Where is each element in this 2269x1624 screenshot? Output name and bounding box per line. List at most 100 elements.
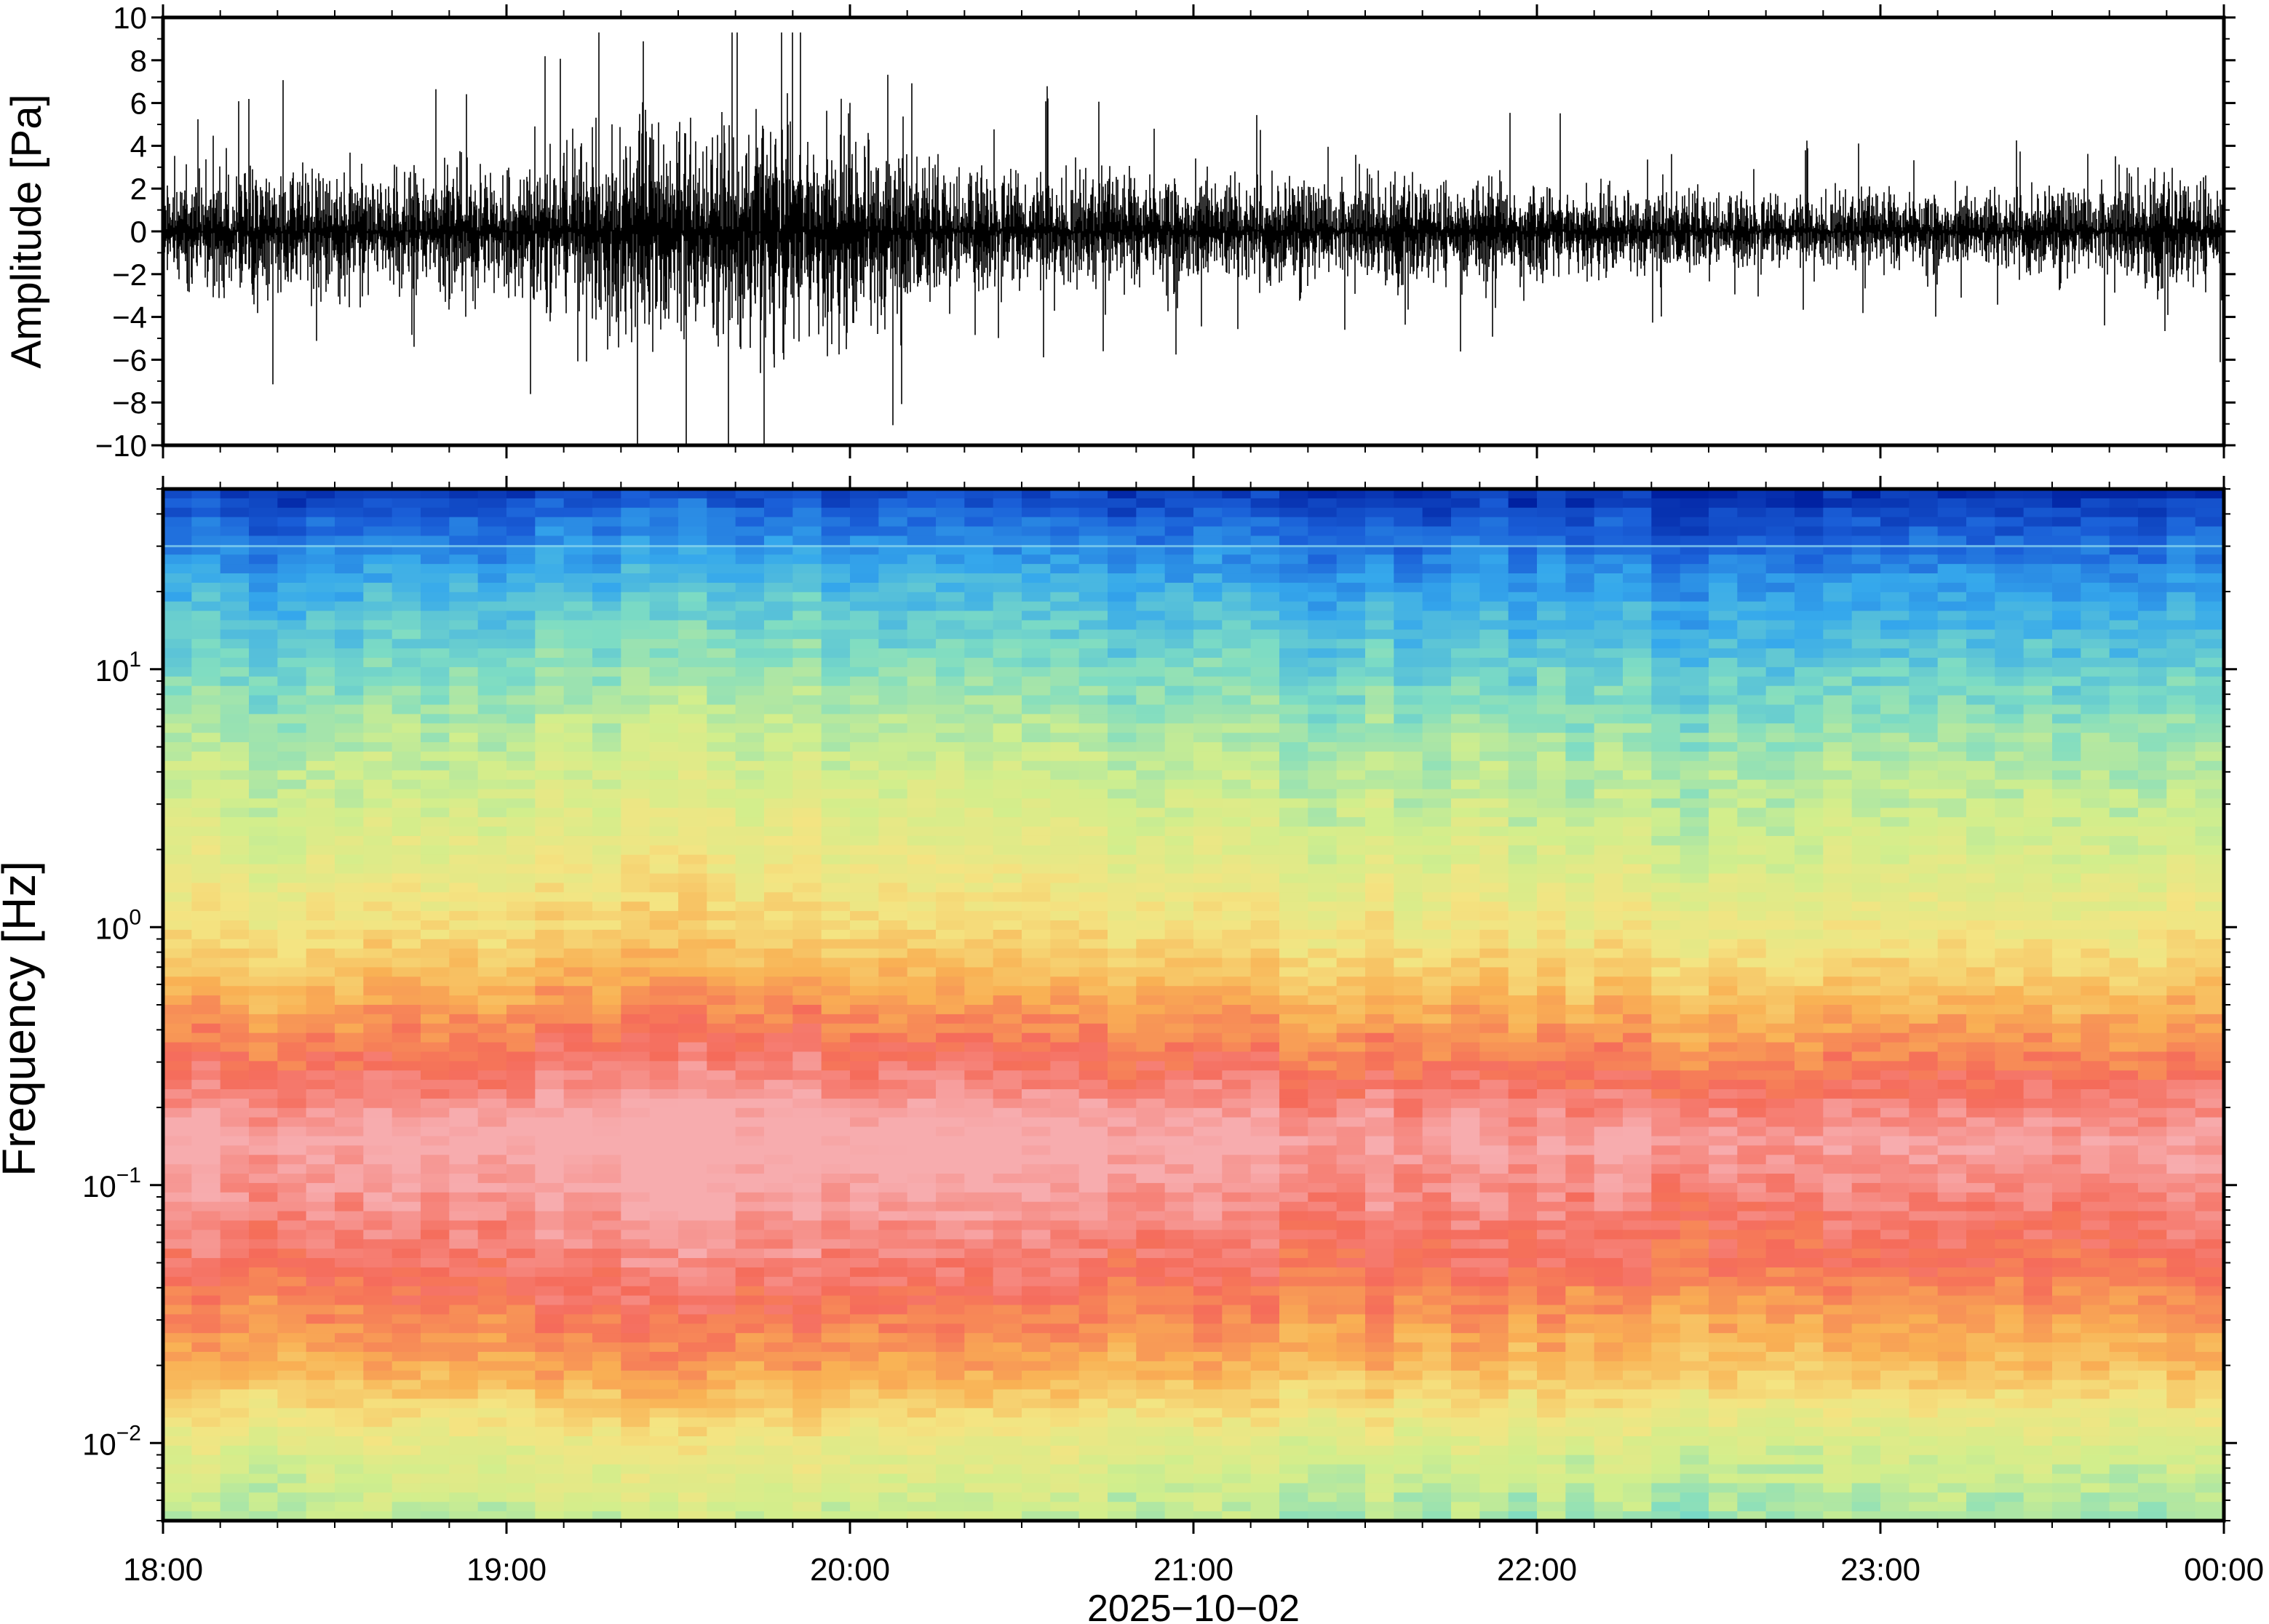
spectrogram-cell xyxy=(1308,1324,1338,1334)
spectrogram-cell xyxy=(277,873,307,884)
spectrogram-cell xyxy=(191,648,221,658)
spectrogram-cell xyxy=(1022,1239,1051,1249)
spectrogram-cell xyxy=(535,1070,565,1080)
spectrogram-cell xyxy=(792,723,822,733)
spectrogram-cell xyxy=(563,592,593,602)
spectrogram-cell xyxy=(1365,658,1394,668)
spectrogram-cell xyxy=(964,1445,994,1456)
spectrogram-cell xyxy=(1308,845,1338,856)
spectrogram-cell xyxy=(1136,695,1166,706)
spectrogram-cell xyxy=(649,1220,679,1230)
spectrogram-cell xyxy=(1136,1070,1166,1080)
spectrogram-cell xyxy=(792,1380,822,1390)
spectrogram-cell xyxy=(1022,1295,1051,1306)
spectrogram-cell xyxy=(1250,760,1280,771)
spectrogram-cell xyxy=(1222,620,1252,630)
spectrogram-cell xyxy=(249,1436,278,1446)
spectrogram-cell xyxy=(735,1370,765,1381)
spectrogram-cell xyxy=(392,1370,421,1381)
spectrogram-cell xyxy=(535,676,565,687)
spectrogram-cell xyxy=(936,901,965,912)
spectrogram-cell xyxy=(1136,1295,1166,1306)
spectrogram-cell xyxy=(1050,854,1080,865)
spectrogram-cell xyxy=(1365,536,1394,546)
spectrogram-cell xyxy=(421,554,450,565)
spectrogram-cell xyxy=(1193,554,1223,565)
spectrogram-cell xyxy=(421,1483,450,1493)
spectrogram-cell xyxy=(850,760,879,771)
spectrogram-cell xyxy=(1136,526,1166,537)
spectrogram-cell xyxy=(764,610,793,621)
spectrogram-cell xyxy=(1136,1089,1166,1099)
spectrogram-cell xyxy=(735,582,765,593)
spectrogram-cell xyxy=(1336,892,1366,902)
spectrogram-cell xyxy=(477,1005,507,1015)
spectrogram-cell xyxy=(964,1361,994,1372)
spectrogram-cell xyxy=(1394,1454,1423,1465)
spectrogram-cell xyxy=(1336,1126,1366,1137)
spectrogram-cell xyxy=(392,948,421,959)
spectrogram-cell xyxy=(1136,489,1166,499)
spectrogram-cell xyxy=(993,1164,1022,1174)
spectrogram-cell xyxy=(277,1473,307,1484)
spectrogram-cell xyxy=(477,1174,507,1184)
spectrogram-cell xyxy=(821,507,851,518)
spectrogram-cell xyxy=(1078,1483,1108,1493)
spectrogram-cell xyxy=(163,1380,192,1390)
spectrogram-cell xyxy=(707,1351,736,1362)
spectrogram-cell xyxy=(1078,1182,1108,1193)
spectrogram-cell xyxy=(907,873,937,884)
spectrogram-cell xyxy=(878,939,908,950)
spectrogram-cell xyxy=(563,564,593,574)
spectrogram-cell xyxy=(277,733,307,743)
spectrogram-cell xyxy=(1394,798,1423,808)
spectrogram-cell xyxy=(335,1098,364,1109)
spectrogram-cell xyxy=(477,798,507,808)
spectrogram-cell xyxy=(735,733,765,743)
spectrogram-cell xyxy=(1050,892,1080,902)
spectrogram-cell xyxy=(1078,808,1108,818)
spectrogram-cell xyxy=(821,1070,851,1080)
spectrogram-cell xyxy=(363,864,393,875)
spectrogram-cell xyxy=(1193,1342,1223,1353)
spectrogram-cell xyxy=(964,666,994,677)
spectrogram-cell xyxy=(850,1005,879,1015)
spectrogram-cell xyxy=(964,639,994,649)
spectrogram-cell xyxy=(764,1201,793,1212)
spectrogram-cell xyxy=(964,1454,994,1465)
spectrogram-cell xyxy=(792,808,822,818)
spectrogram-cell xyxy=(163,658,192,668)
spectrogram-cell xyxy=(1250,1005,1280,1015)
spectrogram-cell xyxy=(649,723,679,733)
spectrogram-cell xyxy=(477,1023,507,1034)
spectrogram-cell xyxy=(1422,967,1452,977)
spectrogram-cell xyxy=(1022,1258,1051,1268)
spectrogram-cell xyxy=(1164,648,1194,658)
spectrogram-cell xyxy=(936,1351,965,1362)
spectrogram-cell xyxy=(1022,1136,1051,1146)
spectrogram-cell xyxy=(1078,1454,1108,1465)
spectrogram-cell xyxy=(421,1051,450,1062)
spectrogram-cell xyxy=(563,1220,593,1230)
spectrogram-cell xyxy=(306,920,335,931)
spectrogram-cell xyxy=(563,1445,593,1456)
spectrogram-cell xyxy=(936,704,965,715)
spectrogram-cell xyxy=(1022,573,1051,584)
spectrogram-cell xyxy=(993,1080,1022,1090)
spectrogram-cell xyxy=(621,1155,651,1165)
spectrogram-cell xyxy=(649,554,679,565)
spectrogram-cell xyxy=(1394,526,1423,537)
spectrogram-cell xyxy=(1308,639,1338,649)
spectrogram-cell xyxy=(449,610,479,621)
spectrogram-cell xyxy=(907,1117,937,1128)
spectrogram-cell xyxy=(1164,864,1194,875)
spectrogram-cell xyxy=(764,1483,793,1493)
spectrogram-cell xyxy=(1422,798,1452,808)
spectrogram-cell xyxy=(649,1361,679,1372)
spectrogram-cell xyxy=(1078,1136,1108,1146)
spectrogram-cell xyxy=(363,883,393,893)
spectrogram-cell xyxy=(1250,929,1280,940)
spectrogram-cell xyxy=(621,723,651,733)
spectrogram-cell xyxy=(649,1051,679,1062)
spectrogram-cell xyxy=(563,1361,593,1372)
